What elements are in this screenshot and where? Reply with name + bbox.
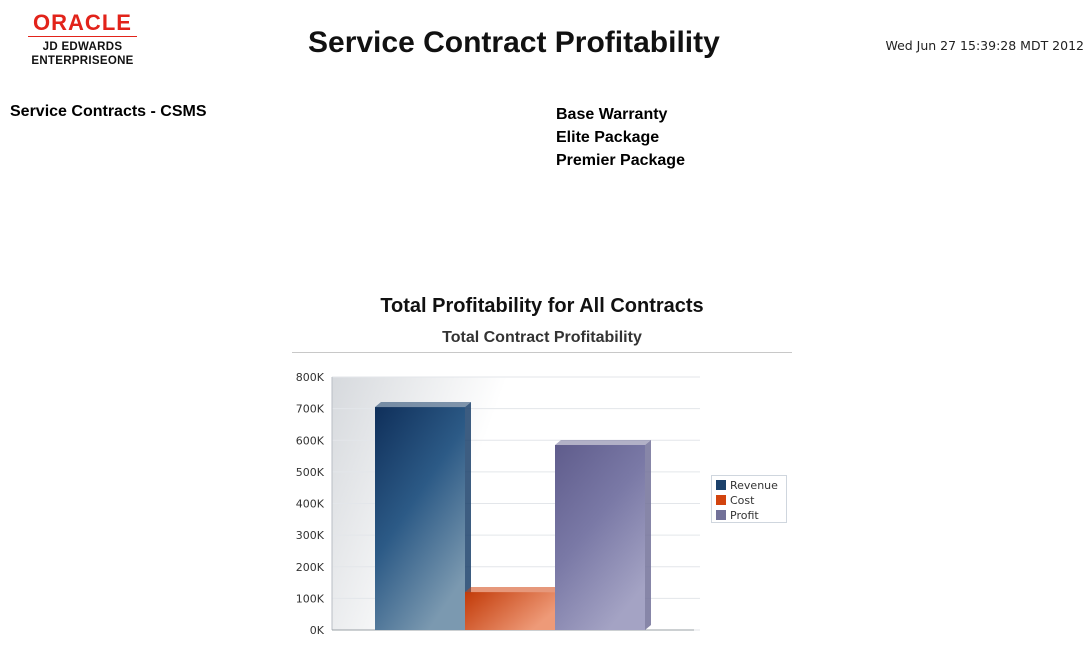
bar-cost bbox=[465, 587, 561, 630]
y-tick-label: 200K bbox=[296, 561, 325, 574]
chart-title: Total Profitability for All Contracts bbox=[380, 295, 704, 317]
legend-label-cost: Cost bbox=[730, 494, 755, 507]
legend-label-revenue: Revenue bbox=[730, 479, 778, 492]
y-tick-label: 800K bbox=[296, 371, 325, 384]
y-tick-label: 400K bbox=[296, 498, 325, 511]
legend-item-profit: Profit bbox=[716, 508, 786, 523]
chart-title-divider bbox=[292, 352, 792, 353]
legend-swatch-revenue bbox=[716, 480, 726, 490]
bar-front-face bbox=[555, 444, 645, 630]
oracle-jde-logo: ORACLE JD EDWARDS ENTERPRISEONE bbox=[20, 12, 145, 68]
report-title: Service Contract Profitability bbox=[308, 26, 720, 59]
bar-front-face bbox=[375, 407, 465, 630]
bar-front-face bbox=[465, 592, 555, 630]
y-tick-label: 700K bbox=[296, 403, 325, 416]
legend-swatch-profit bbox=[716, 510, 726, 520]
bar-top-face bbox=[555, 439, 651, 445]
bar-side-face bbox=[645, 439, 651, 630]
logo-line-2: ENTERPRISEONE bbox=[31, 55, 134, 67]
contract-item-base-warranty: Base Warranty bbox=[556, 106, 668, 123]
bar-side-face bbox=[465, 402, 471, 630]
legend-item-revenue: Revenue bbox=[716, 478, 786, 493]
y-tick-label: 0K bbox=[310, 624, 325, 637]
y-tick-label: 100K bbox=[296, 592, 325, 605]
y-tick-label: 300K bbox=[296, 529, 325, 542]
contract-list: Base Warranty Elite Package Premier Pack… bbox=[556, 103, 685, 172]
legend-item-cost: Cost bbox=[716, 493, 786, 508]
bars bbox=[375, 402, 651, 630]
chart-legend: Revenue Cost Profit bbox=[711, 475, 787, 523]
profitability-bar-chart: 0K 100K 200K 300K 400K 500K 600K 700K 800K bbox=[296, 371, 700, 637]
logo-oracle-wordmark: ORACLE bbox=[33, 10, 132, 35]
report-timestamp: Wed Jun 27 15:39:28 MDT 2012 bbox=[885, 38, 1084, 53]
logo-divider bbox=[28, 36, 137, 37]
logo-line-1: JD EDWARDS bbox=[42, 41, 123, 53]
bar-top-face bbox=[465, 587, 561, 593]
legend-swatch-cost bbox=[716, 495, 726, 505]
contract-item-premier-package: Premier Package bbox=[556, 152, 685, 169]
contract-item-elite-package: Elite Package bbox=[556, 129, 660, 146]
y-tick-label: 500K bbox=[296, 466, 325, 479]
bar-profit bbox=[555, 439, 651, 630]
chart-subtitle: Total Contract Profitability bbox=[442, 329, 642, 346]
legend-label-profit: Profit bbox=[730, 509, 759, 522]
bar-revenue bbox=[375, 402, 471, 630]
section-label: Service Contracts - CSMS bbox=[10, 103, 207, 120]
bar-top-face bbox=[375, 402, 471, 408]
y-tick-label: 600K bbox=[296, 434, 325, 447]
